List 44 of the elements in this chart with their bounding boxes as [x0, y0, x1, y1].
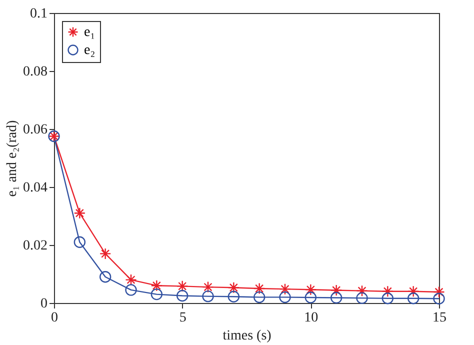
y-tick-label: 0.1 [30, 6, 48, 22]
point [150, 280, 163, 292]
point [330, 292, 342, 304]
point [407, 286, 420, 298]
x-axis-title: times (s) [222, 328, 272, 344]
y-tick-label: 0.08 [23, 64, 48, 80]
y-tick-label: 0.06 [23, 122, 48, 138]
point [176, 280, 188, 292]
point [202, 290, 214, 302]
x-tick-label: 5 [179, 310, 186, 326]
y-tick-label: 0 [40, 296, 48, 312]
x-tick-label: 10 [304, 310, 318, 326]
x-tick-label: 0 [51, 310, 58, 326]
y-tick-label: 0.04 [23, 180, 48, 196]
point [407, 292, 420, 304]
point [304, 292, 317, 304]
legend-label: e₂ [84, 43, 96, 58]
point [202, 281, 214, 293]
point [433, 286, 445, 298]
point [330, 284, 342, 296]
point [228, 282, 240, 294]
x-tick-label: 15 [432, 310, 446, 326]
point [356, 292, 368, 304]
y-tick-label: 0.02 [23, 238, 48, 254]
point [99, 271, 112, 283]
point [253, 291, 266, 304]
point [74, 236, 86, 248]
point [433, 292, 445, 304]
point [279, 291, 291, 304]
point [382, 286, 394, 298]
point [125, 274, 137, 286]
point [99, 248, 112, 260]
point [253, 282, 266, 294]
point [382, 292, 394, 304]
point [150, 288, 163, 300]
point [74, 207, 86, 219]
y-axis-title: e₁ and e₂(rad) [5, 120, 20, 197]
point [228, 290, 240, 302]
point [304, 284, 317, 296]
point [279, 283, 291, 295]
point [356, 284, 368, 297]
point [176, 290, 188, 302]
legend-label: e₁ [84, 25, 96, 40]
point [125, 284, 137, 296]
